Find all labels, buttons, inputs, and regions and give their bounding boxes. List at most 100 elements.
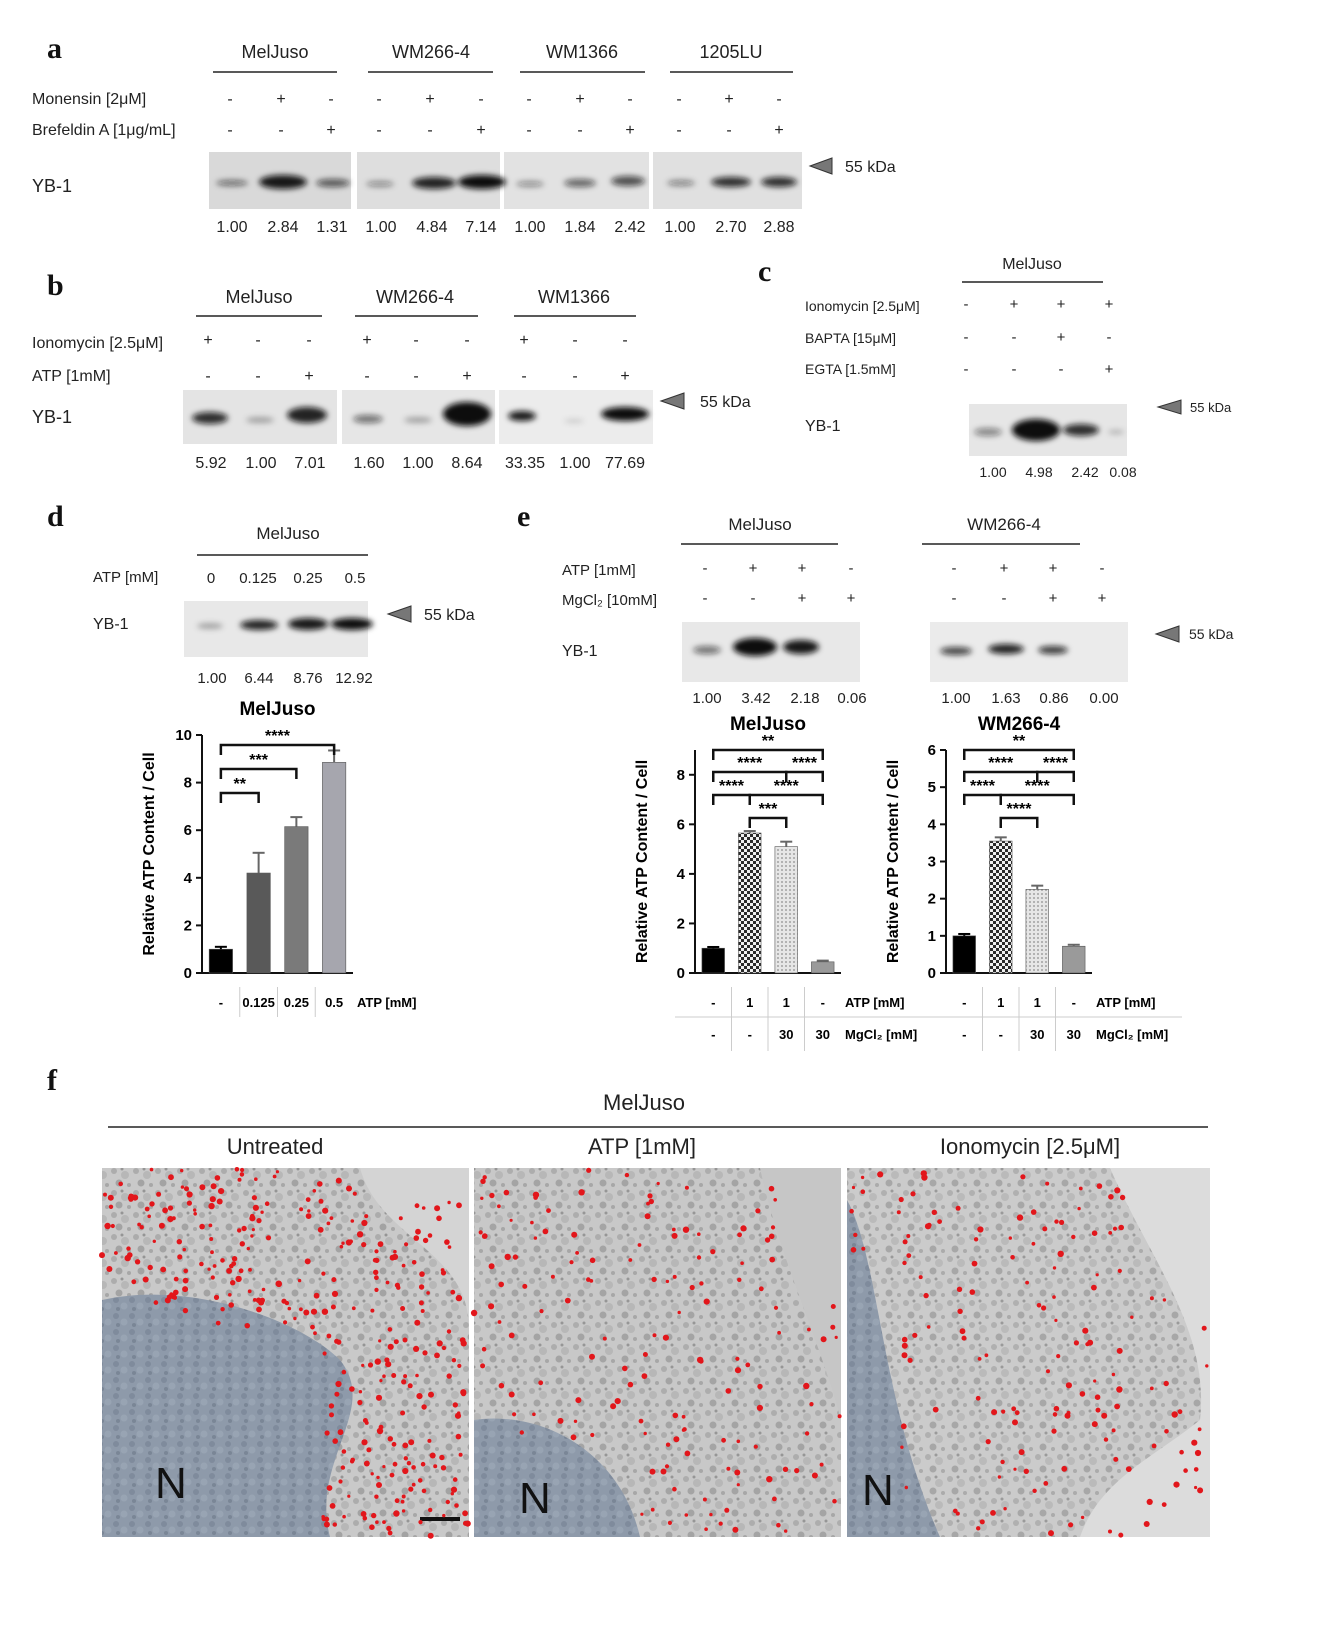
panel-e-b2-r1-v3: + bbox=[1049, 560, 1058, 577]
immunogold-dot bbox=[210, 1250, 214, 1255]
immunogold-dot bbox=[1094, 1394, 1101, 1400]
panel-b-cell-line-2: WM266-4 bbox=[376, 287, 454, 307]
immunogold-dot bbox=[167, 1205, 174, 1211]
chart-e1-sig-label-1: ** bbox=[762, 733, 775, 750]
chart-e1-y-tick-label: 0 bbox=[677, 965, 685, 982]
panel-d-conc-4: 0.5 bbox=[345, 570, 366, 587]
immunogold-dot bbox=[389, 1472, 395, 1478]
immunogold-dot bbox=[210, 1183, 217, 1190]
immunogold-dot bbox=[811, 1472, 818, 1479]
chart-e1-bar-4 bbox=[811, 961, 835, 974]
immunogold-dot bbox=[326, 1333, 332, 1339]
immunogold-dot bbox=[387, 1343, 394, 1350]
immunogold-dot bbox=[497, 1320, 502, 1324]
immunogold-dot bbox=[454, 1412, 462, 1419]
panel-c-quant-3: 2.42 bbox=[1071, 464, 1098, 480]
immunogold-dot bbox=[1118, 1224, 1124, 1231]
immunogold-dot bbox=[737, 1232, 742, 1238]
immunogold-dot bbox=[199, 1184, 206, 1191]
immunogold-dot bbox=[710, 1249, 716, 1255]
immunogold-dot bbox=[784, 1529, 788, 1533]
immunogold-dot bbox=[335, 1380, 342, 1388]
immunogold-dot bbox=[586, 1167, 592, 1173]
immunogold-dot bbox=[756, 1404, 764, 1411]
immunogold-dot bbox=[985, 1439, 991, 1445]
immunogold-dot bbox=[400, 1410, 406, 1416]
immunogold-dot bbox=[907, 1357, 913, 1363]
chart-e1-sig-bracket-1 bbox=[712, 748, 824, 760]
immunogold-dot bbox=[703, 1298, 710, 1305]
immunogold-dot bbox=[436, 1215, 442, 1222]
immunogold-dot bbox=[832, 1498, 837, 1504]
immunogold-dot bbox=[408, 1486, 414, 1492]
immunogold-dot bbox=[924, 1223, 932, 1230]
panel-b-quant-6: 8.64 bbox=[451, 455, 482, 472]
immunogold-dot bbox=[345, 1239, 352, 1246]
panel-d-kda-label: 55 kDa bbox=[424, 607, 475, 624]
panel-a-r1-v8: + bbox=[575, 91, 584, 108]
immunogold-dot bbox=[318, 1198, 324, 1204]
immunogold-dot bbox=[349, 1386, 355, 1392]
immunogold-dot bbox=[1061, 1465, 1068, 1472]
immunogold-dot bbox=[590, 1432, 595, 1438]
immunogold-dot bbox=[1042, 1226, 1048, 1232]
immunogold-dot bbox=[1095, 1273, 1099, 1277]
immunogold-dot bbox=[237, 1177, 242, 1182]
immunogold-dot bbox=[341, 1449, 347, 1454]
chart-e2-y-tick-label: 2 bbox=[928, 891, 936, 908]
immunogold-dot bbox=[252, 1204, 259, 1211]
immunogold-dot bbox=[671, 1232, 678, 1239]
immunogold-dot bbox=[624, 1172, 630, 1178]
chart-d-sig-label-3: **** bbox=[265, 728, 291, 745]
immunogold-dot bbox=[721, 1437, 726, 1443]
immunogold-dot bbox=[418, 1520, 423, 1525]
immunogold-dot bbox=[299, 1307, 303, 1312]
immunogold-dot bbox=[1112, 1226, 1118, 1231]
immunogold-dot bbox=[1117, 1268, 1122, 1273]
immunogold-dot bbox=[238, 1268, 244, 1274]
immunogold-dot bbox=[307, 1209, 311, 1213]
immunogold-dot bbox=[803, 1382, 810, 1390]
immunogold-dot bbox=[769, 1256, 776, 1263]
immunogold-dot bbox=[462, 1510, 468, 1517]
immunogold-dot bbox=[681, 1414, 686, 1419]
immunogold-dot bbox=[650, 1507, 655, 1512]
immunogold-dot bbox=[1146, 1498, 1153, 1505]
immunogold-dot bbox=[737, 1277, 742, 1283]
immunogold-dot bbox=[511, 1412, 517, 1417]
panel-f-header: MelJuso bbox=[603, 1090, 685, 1115]
immunogold-dot bbox=[622, 1365, 628, 1372]
panel-f-title-untreated: Untreated bbox=[227, 1134, 324, 1159]
immunogold-dot bbox=[275, 1170, 279, 1174]
immunogold-dot bbox=[199, 1223, 205, 1230]
immunogold-dot bbox=[1018, 1449, 1025, 1456]
immunogold-dot bbox=[326, 1221, 331, 1226]
immunogold-dot bbox=[218, 1188, 225, 1195]
immunogold-dot bbox=[454, 1503, 459, 1508]
immunogold-dot bbox=[539, 1309, 544, 1314]
immunogold-dot bbox=[849, 1208, 854, 1214]
immunogold-dot bbox=[589, 1279, 594, 1283]
immunogold-dot bbox=[702, 1497, 707, 1502]
panel-a-quant-1: 1.00 bbox=[216, 219, 247, 236]
immunogold-dot bbox=[144, 1206, 150, 1212]
immunogold-dot bbox=[955, 1205, 961, 1211]
chart-d-y-axis-label: Relative ATP Content / Cell bbox=[141, 752, 158, 955]
immunogold-dot bbox=[1071, 1234, 1076, 1240]
immunogold-dot bbox=[310, 1324, 315, 1330]
panel-a-r2-v6: + bbox=[476, 122, 485, 139]
immunogold-dot bbox=[1095, 1407, 1101, 1413]
immunogold-dot bbox=[241, 1225, 247, 1232]
chart-e2-y-tick-label: 1 bbox=[928, 928, 936, 945]
immunogold-dot bbox=[180, 1185, 185, 1189]
immunogold-dot bbox=[830, 1324, 836, 1330]
chart-e1-sig-bracket-4 bbox=[712, 793, 751, 805]
immunogold-dot bbox=[350, 1457, 356, 1463]
immunogold-dot bbox=[898, 1196, 904, 1203]
immunogold-dot bbox=[322, 1351, 327, 1356]
immunogold-dot bbox=[283, 1320, 288, 1325]
immunogold-dot bbox=[374, 1275, 379, 1281]
panel-f-title-atp: ATP [1mM] bbox=[588, 1134, 696, 1159]
immunogold-dot bbox=[403, 1374, 408, 1379]
immunogold-dot bbox=[442, 1513, 446, 1518]
